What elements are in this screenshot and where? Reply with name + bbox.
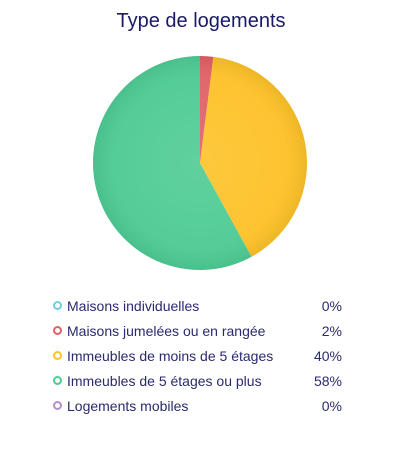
legend-marker: [53, 301, 62, 310]
chart-title: Type de logements: [116, 10, 286, 32]
legend-item-maisons-individuelles[interactable]: Maisons individuelles 0%: [50, 295, 344, 320]
legend-value: 40%: [313, 348, 342, 364]
legend-label: Immeubles de 5 étages ou plus: [67, 373, 262, 389]
legend-value: 58%: [313, 373, 342, 389]
pie-chart: [92, 55, 308, 270]
legend-marker: [53, 351, 62, 360]
legend-item-immeubles-moins-5-etages[interactable]: Immeubles de moins de 5 étages 40%: [50, 345, 344, 370]
legend-value: 0%: [321, 398, 342, 414]
legend-label: Maisons jumelées ou en rangée: [67, 323, 266, 339]
legend-label: Immeubles de moins de 5 étages: [67, 348, 274, 364]
legend-value: 2%: [321, 323, 342, 339]
legend-label: Logements mobiles: [67, 398, 189, 414]
legend-item-immeubles-5-etages-plus[interactable]: Immeubles de 5 étages ou plus 58%: [50, 370, 344, 395]
legend-marker: [53, 326, 62, 335]
legend-label: Maisons individuelles: [67, 298, 200, 314]
legend-value: 0%: [321, 298, 342, 314]
legend-item-logements-mobiles[interactable]: Logements mobiles 0%: [50, 395, 344, 420]
chart-legend: Maisons individuelles 0% Maisons jumelée…: [50, 295, 344, 420]
legend-marker: [53, 376, 62, 385]
legend-item-maisons-jumelees[interactable]: Maisons jumelées ou en rangée 2%: [50, 320, 344, 345]
legend-marker: [53, 401, 62, 410]
